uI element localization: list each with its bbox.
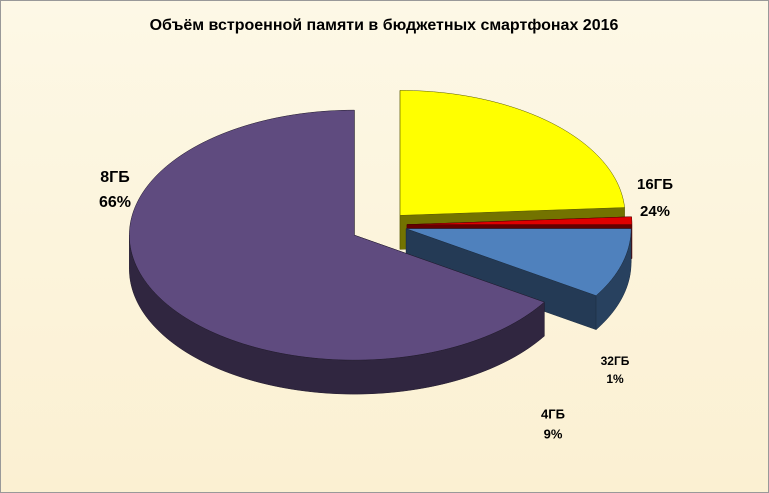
data-label-category: 16ГБ xyxy=(637,176,673,193)
slice xyxy=(129,109,545,395)
data-label-value: 9% xyxy=(544,426,563,441)
slice-top xyxy=(406,228,632,296)
slice-top xyxy=(129,109,545,361)
data-label-category: 8ГБ xyxy=(100,169,129,186)
slice xyxy=(405,228,632,331)
chart-title: Объём встроенной памяти в бюджетных смар… xyxy=(150,17,619,34)
slice-top xyxy=(406,216,633,225)
data-label-value: 1% xyxy=(606,372,624,386)
data-label-category: 4ГБ xyxy=(541,406,565,421)
data-label-value: 66% xyxy=(99,194,131,211)
data-label-value: 24% xyxy=(640,203,670,220)
data-label-category: 32ГБ xyxy=(601,354,630,368)
slice-top xyxy=(399,90,625,216)
